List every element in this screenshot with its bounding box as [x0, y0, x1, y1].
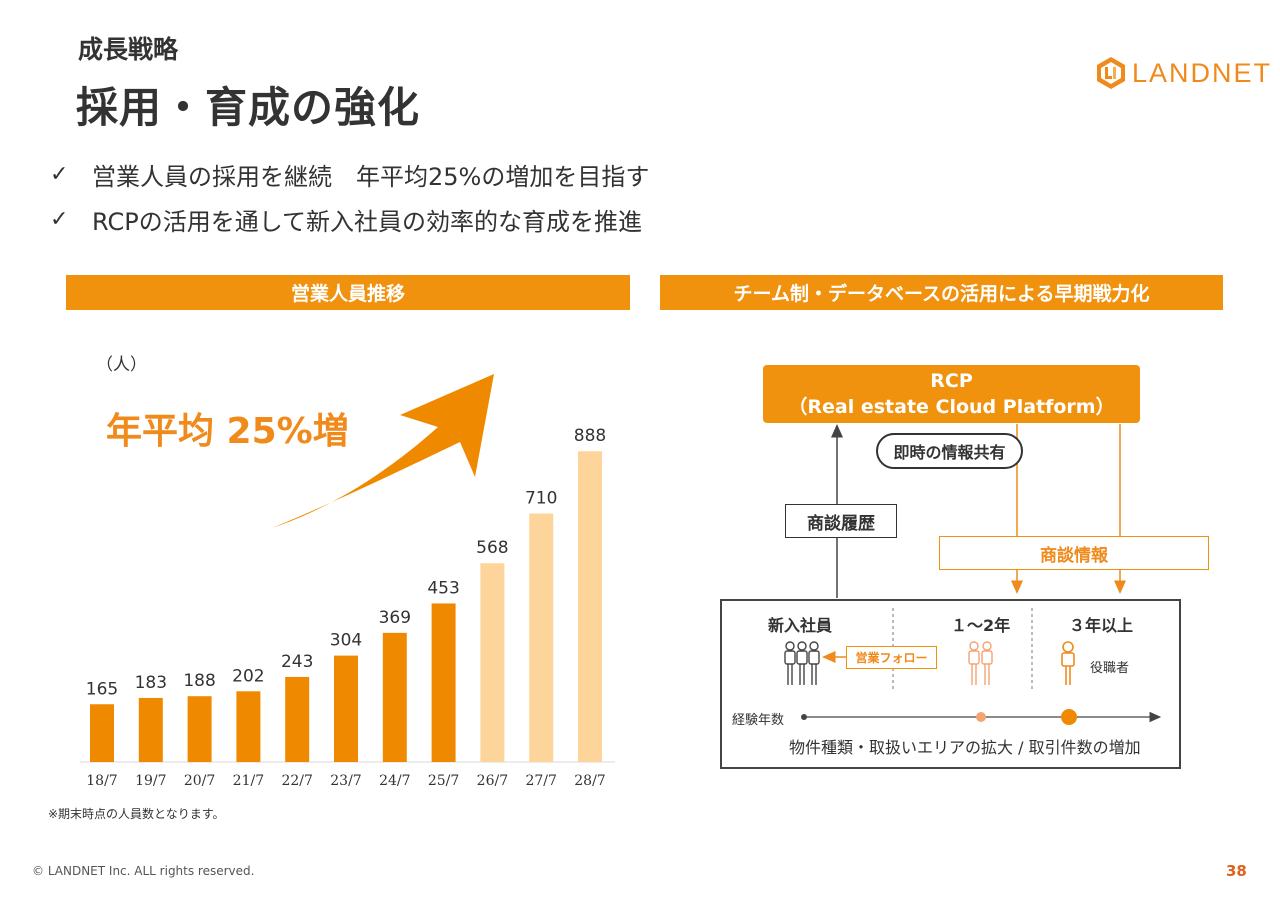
staff-chart-header: 営業人員推移 [66, 275, 630, 310]
x-tick-label: 21/7 [233, 773, 264, 789]
x-tick-label: 20/7 [184, 773, 215, 789]
x-tick-label: 27/7 [525, 773, 556, 789]
growth-arrow-icon [272, 374, 494, 528]
bar-value-label: 369 [379, 608, 411, 628]
bar-projected [480, 563, 505, 762]
new-employee-label: 新入社員 [768, 616, 833, 635]
growth-rate-label: 年平均 25%増 [106, 411, 349, 452]
experience-point-mid [976, 712, 986, 722]
manager-icon [1061, 641, 1075, 685]
bar-projected [529, 513, 554, 762]
bar-actual [285, 676, 310, 762]
experience-point-senior [1061, 709, 1077, 725]
rcp-subtitle: （Real estate Cloud Platform） [788, 396, 1115, 418]
logo-text: LANDNET [1132, 57, 1273, 88]
bar-actual [138, 697, 163, 762]
bullet-item: ✓ RCPの活用を通して新入社員の効率的な育成を推進 [50, 202, 642, 237]
check-icon: ✓ [50, 162, 69, 187]
three-year-plus-label: ３年以上 [1069, 616, 1134, 635]
x-tick-label: 22/7 [281, 773, 312, 789]
bullet-item: ✓ 営業人員の採用を継続 年平均25%の増加を目指す [50, 157, 649, 192]
bar-value-label: 453 [427, 578, 459, 598]
negotiation-info-box: 商談情報 [939, 536, 1209, 570]
rcp-platform-box: RCP （Real estate Cloud Platform） [763, 365, 1140, 423]
mid-level-employees-icon [968, 641, 993, 685]
bar-value-label: 568 [476, 538, 508, 558]
bullet-text: RCPの活用を通して新入社員の効率的な育成を推進 [92, 208, 642, 236]
bar-value-label: 888 [574, 426, 606, 446]
staff-bar-chart: 165 18/7 183 19/7 188 20/7 202 21/7 243 22/7 304 23… [80, 374, 615, 789]
bar-value-label: 304 [330, 631, 362, 651]
bar-value-label: 202 [232, 666, 264, 686]
x-tick-label: 18/7 [86, 773, 117, 789]
experience-years-label: 経験年数 [732, 713, 785, 728]
section-subtitle: 成長戦略 [78, 35, 179, 64]
bar-actual [334, 655, 358, 762]
x-tick-label: 23/7 [330, 773, 361, 789]
copyright-text: © LANDNET Inc. ALL rights reserved. [32, 864, 255, 878]
x-tick-label: 24/7 [379, 773, 410, 789]
instant-share-label: 即時の情報共有 [876, 433, 1023, 469]
chart-unit-label: （人） [96, 355, 147, 375]
bar-value-label: 165 [86, 679, 118, 699]
x-tick-label: 28/7 [574, 773, 605, 789]
x-tick-label: 19/7 [135, 773, 166, 789]
company-logo: LANDNET [1096, 56, 1272, 90]
bar-actual [236, 691, 261, 762]
team-section-header: チーム制・データベースの活用による早期戦力化 [660, 275, 1223, 310]
rcp-title: RCP [930, 370, 973, 392]
landnet-logo-icon [1097, 57, 1125, 89]
manager-label: 役職者 [1090, 661, 1130, 676]
page-title: 採用・育成の強化 [76, 83, 421, 132]
bar-actual [431, 603, 456, 762]
bar-actual [187, 696, 212, 762]
page-number: 38 [1226, 862, 1247, 880]
chart-footnote: ※期末時点の人員数となります。 [48, 807, 225, 821]
one-two-year-label: １～2年 [951, 616, 1011, 635]
experience-point-start [801, 714, 807, 720]
bullet-text: 営業人員の採用を継続 年平均25%の増加を目指す [92, 163, 650, 191]
experience-panel [720, 599, 1181, 769]
x-tick-label: 25/7 [428, 773, 459, 789]
check-icon: ✓ [50, 207, 69, 232]
bar-actual [90, 704, 114, 762]
new-employees-icon [784, 641, 820, 685]
sales-follow-label: 営業フォロー [846, 646, 937, 669]
expansion-text: 物件種類・取扱いエリアの拡大 / 取引件数の増加 [789, 738, 1141, 757]
x-tick-label: 26/7 [477, 773, 508, 789]
bar-value-label: 183 [135, 673, 167, 693]
bar-value-label: 243 [281, 652, 313, 672]
bar-value-label: 188 [183, 671, 215, 691]
bar-value-label: 710 [525, 489, 557, 509]
negotiation-history-box: 商談履歴 [785, 504, 897, 538]
bar-projected [578, 451, 602, 762]
bar-actual [382, 632, 407, 762]
